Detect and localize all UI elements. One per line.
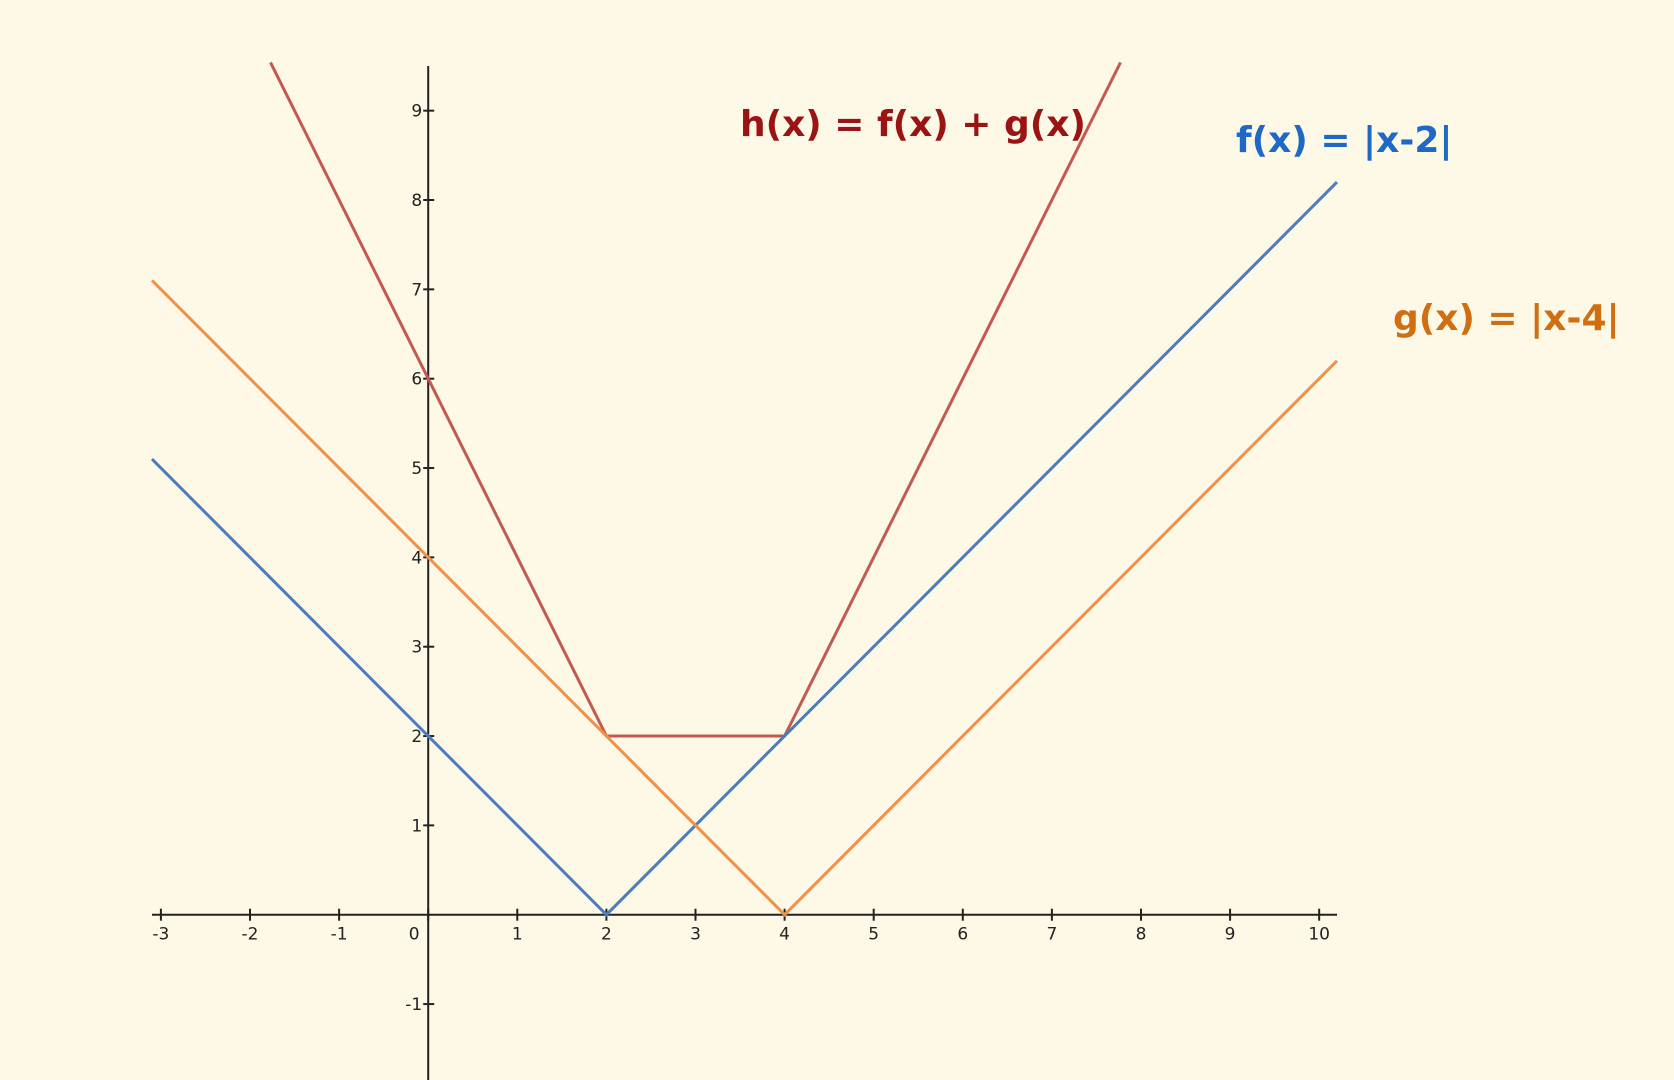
x-tick-label: 0 [409, 925, 420, 945]
y-tick-label: 8 [411, 191, 422, 211]
y-tick-label: 6 [411, 370, 422, 390]
y-ticks: -1 1 2 3 4 5 6 7 8 9 [405, 102, 435, 1015]
x-tick-label: -3 [152, 925, 169, 945]
y-tick-label: 1 [411, 816, 422, 836]
x-tick-label: -1 [331, 925, 348, 945]
series-label-g: g(x) = |x-4| [1393, 298, 1620, 339]
y-tick-label: 4 [411, 548, 422, 568]
y-tick-label: -1 [405, 995, 422, 1015]
x-tick-label: 10 [1308, 925, 1330, 945]
x-tick-label: 5 [868, 925, 879, 945]
x-tick-label: 1 [512, 925, 523, 945]
x-tick-label: 3 [690, 925, 701, 945]
y-tick-label: 5 [411, 459, 422, 479]
series-line-h [269, 61, 1122, 738]
series-lines [150, 61, 1339, 917]
axes: -3 -2 -1 0 1 2 3 4 5 6 7 8 9 10 -1 1 2 3 4 5 6 7 8 9 [152, 66, 1337, 1080]
series-line-g [150, 279, 1339, 917]
x-ticks: -3 -2 -1 0 1 2 3 4 5 6 7 8 9 10 [152, 908, 1330, 945]
y-tick-label: 9 [411, 102, 422, 122]
x-tick-label: 2 [601, 925, 612, 945]
series-label-h: h(x) = f(x) + g(x) [740, 104, 1086, 145]
x-tick-label: 4 [779, 925, 790, 945]
x-tick-label: 8 [1136, 925, 1147, 945]
y-tick-label: 7 [411, 280, 422, 300]
x-tick-label: -2 [242, 925, 259, 945]
y-tick-label: 2 [411, 727, 422, 747]
x-tick-label: 7 [1046, 925, 1057, 945]
series-label-f: f(x) = |x-2| [1236, 120, 1453, 161]
x-tick-label: 9 [1225, 925, 1236, 945]
y-tick-label: 3 [411, 638, 422, 658]
x-tick-label: 6 [957, 925, 968, 945]
series-line-f [150, 181, 1339, 917]
